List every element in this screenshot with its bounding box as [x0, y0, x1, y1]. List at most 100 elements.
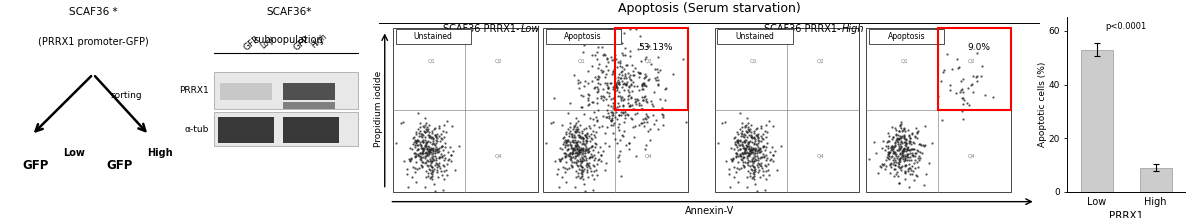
Point — [432, 138, 451, 141]
Point — [577, 161, 596, 165]
Point — [635, 124, 654, 128]
Point — [612, 41, 631, 44]
Point — [571, 151, 590, 154]
Bar — [718, 29, 792, 44]
Point — [579, 155, 599, 159]
Point — [744, 156, 763, 160]
Point — [739, 158, 758, 161]
Point — [584, 164, 603, 167]
Point — [739, 151, 758, 155]
Point — [738, 130, 757, 133]
Point — [613, 110, 632, 113]
Point — [416, 146, 435, 149]
Point — [874, 163, 893, 167]
Point — [571, 159, 590, 163]
Point — [885, 167, 904, 171]
Point — [631, 60, 650, 63]
Point — [886, 145, 905, 148]
Point — [569, 153, 588, 157]
Point — [573, 152, 593, 155]
Bar — [284, 117, 339, 143]
Point — [871, 165, 891, 169]
Point — [599, 60, 618, 64]
Point — [615, 82, 635, 85]
Point — [565, 151, 584, 155]
Point — [553, 142, 572, 146]
Point — [606, 82, 625, 85]
Point — [879, 132, 898, 135]
Point — [745, 149, 764, 152]
Point — [743, 141, 762, 144]
Point — [577, 136, 596, 139]
Point — [983, 95, 1002, 98]
Point — [899, 139, 918, 142]
Point — [721, 157, 740, 160]
Point — [583, 148, 602, 152]
Point — [617, 76, 636, 80]
Point — [424, 182, 444, 186]
Text: High: High — [841, 24, 864, 34]
Point — [653, 123, 672, 127]
Point — [743, 136, 762, 139]
Point — [406, 181, 426, 184]
Point — [573, 132, 593, 135]
Point — [754, 138, 773, 141]
Point — [597, 82, 617, 85]
Point — [751, 165, 770, 168]
Point — [739, 128, 758, 131]
Point — [727, 139, 746, 143]
Point — [430, 139, 450, 143]
Point — [719, 173, 738, 176]
Point — [559, 127, 578, 130]
Point — [905, 151, 924, 154]
Point — [416, 135, 435, 139]
Point — [427, 170, 446, 174]
Point — [609, 159, 629, 163]
Point — [727, 143, 746, 147]
Point — [751, 161, 770, 165]
Point — [716, 160, 736, 163]
Point — [756, 164, 775, 167]
Point — [915, 143, 934, 147]
Point — [730, 153, 749, 157]
Point — [740, 149, 760, 153]
Point — [745, 158, 764, 161]
Point — [625, 124, 644, 127]
Point — [576, 151, 595, 155]
Point — [406, 141, 426, 144]
Point — [560, 152, 579, 155]
Point — [731, 139, 750, 143]
Point — [612, 98, 631, 102]
Point — [421, 159, 440, 163]
Point — [597, 57, 617, 61]
Point — [886, 163, 905, 167]
Point — [578, 147, 597, 151]
Text: 53.13%: 53.13% — [638, 43, 673, 53]
Point — [740, 150, 760, 153]
Point — [899, 145, 918, 149]
Point — [609, 80, 629, 84]
Point — [600, 114, 619, 118]
Point — [721, 185, 740, 189]
Point — [893, 151, 912, 154]
Point — [743, 175, 762, 179]
Point — [734, 146, 754, 150]
Point — [881, 155, 900, 159]
Point — [572, 174, 591, 178]
Point — [570, 149, 589, 153]
Point — [563, 150, 582, 154]
Point — [407, 143, 427, 146]
Point — [905, 158, 924, 162]
Bar — [284, 83, 335, 100]
Point — [416, 151, 435, 154]
Point — [887, 156, 906, 160]
Point — [636, 57, 655, 61]
Bar — [218, 117, 274, 143]
Point — [571, 150, 590, 154]
Point — [564, 128, 583, 131]
Point — [883, 135, 903, 139]
Point — [875, 162, 894, 166]
Point — [953, 90, 972, 94]
Point — [630, 123, 649, 127]
Point — [894, 140, 914, 144]
